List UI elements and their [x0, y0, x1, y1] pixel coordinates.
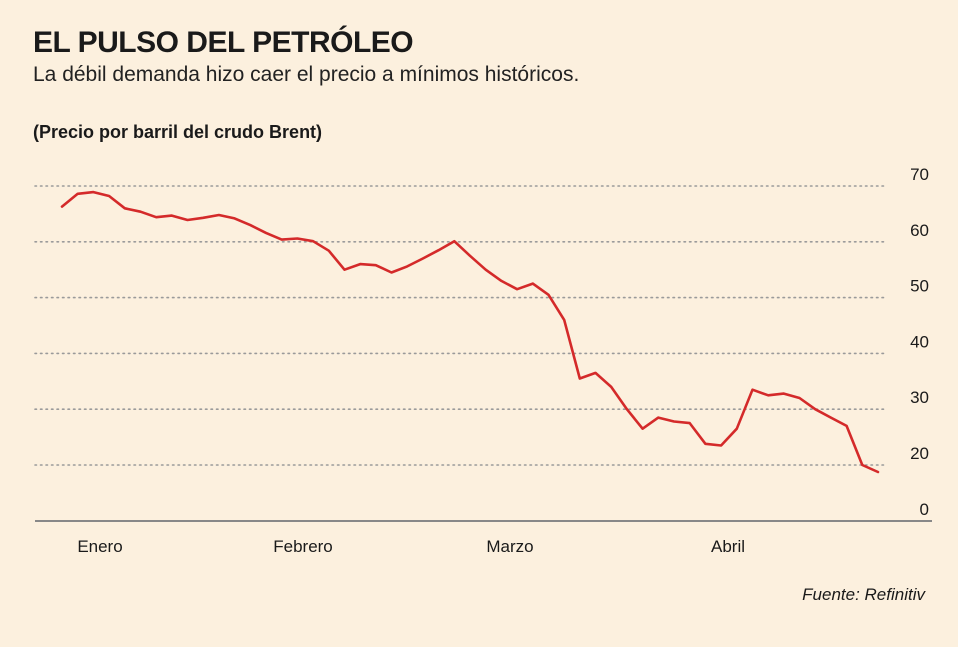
unit-label: (Precio por barril del crudo Brent) — [33, 122, 323, 142]
y-tick-label: 50 — [910, 277, 929, 296]
y-tick-label: 20 — [910, 444, 929, 463]
x-tick-label: Febrero — [273, 537, 333, 556]
source-note: Fuente: Refinitiv — [802, 585, 925, 604]
chart-subtitle: La débil demanda hizo caer el precio a m… — [33, 63, 580, 86]
grid-lines — [34, 185, 886, 466]
chart-title: EL PULSO DEL PETRÓLEO — [33, 26, 414, 59]
y-tick-label: 70 — [910, 165, 929, 184]
y-tick-label: 30 — [910, 388, 929, 407]
y-axis-ticks: 0 20 30 40 50 60 70 — [910, 165, 929, 519]
x-tick-label: Marzo — [486, 537, 533, 556]
x-tick-label: Abril — [711, 537, 745, 556]
x-tick-label: Enero — [77, 537, 122, 556]
y-tick-label: 40 — [910, 332, 929, 351]
y-tick-label: 60 — [910, 221, 929, 240]
x-axis-ticks: Enero Febrero Marzo Abril — [77, 537, 745, 556]
y-tick-label: 0 — [920, 500, 929, 519]
series-line-brent — [60, 190, 880, 474]
